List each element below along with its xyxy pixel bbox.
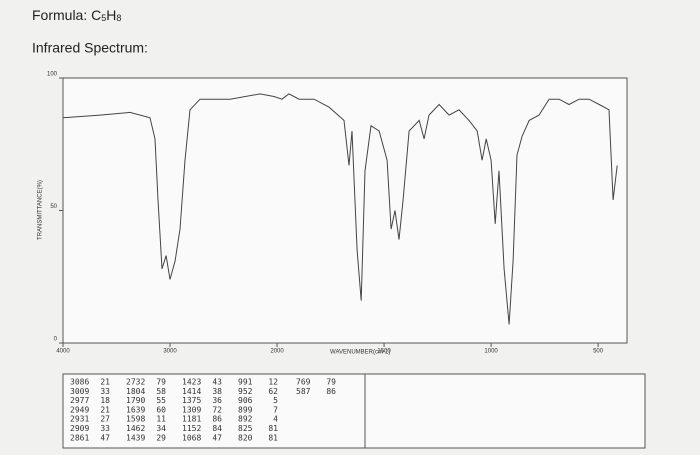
peak-wavenumber: 1414 [182, 387, 201, 396]
heading: Infrared Spectrum: [32, 40, 148, 56]
y-tick-label: 100 [47, 72, 58, 78]
peak-wavenumber: 899 [238, 405, 253, 414]
x-tick-label: 3000 [163, 349, 177, 355]
formula-part: H [106, 7, 116, 23]
peak-wavenumber: 820 [238, 433, 253, 442]
peak-wavenumber: 1804 [126, 387, 145, 396]
peak-transmittance: 47 [100, 433, 110, 442]
peak-transmittance: 60 [156, 405, 166, 414]
peak-wavenumber: 825 [238, 424, 253, 433]
peak-transmittance: 29 [156, 433, 166, 442]
peak-transmittance: 34 [156, 424, 166, 433]
peak-table-frame [364, 373, 646, 449]
formula-part: 5 [101, 13, 106, 23]
peak-transmittance: 72 [212, 405, 222, 414]
peak-transmittance: 79 [156, 378, 166, 387]
peak-transmittance: 36 [212, 396, 222, 405]
peak-wavenumber: 2909 [70, 424, 89, 433]
peak-transmittance: 7 [273, 405, 278, 414]
peak-wavenumber: 2732 [126, 378, 145, 387]
peak-wavenumber: 3086 [70, 378, 89, 387]
peak-wavenumber: 587 [296, 387, 311, 396]
peak-transmittance: 11 [156, 415, 166, 424]
peak-transmittance: 33 [100, 387, 110, 396]
peak-wavenumber: 769 [296, 378, 311, 387]
x-tick-label: 1000 [484, 349, 498, 355]
peak-wavenumber: 906 [238, 396, 253, 405]
peak-wavenumber: 1639 [126, 405, 145, 414]
y-axis-label: TRANSMITTANCE(%) [38, 180, 44, 240]
peak-transmittance: 4 [273, 415, 278, 424]
peak-wavenumber: 3009 [70, 387, 89, 396]
peak-transmittance: 38 [212, 387, 222, 396]
y-tick-label: 0 [54, 337, 58, 343]
peak-transmittance: 55 [156, 396, 166, 405]
peak-transmittance: 27 [100, 415, 110, 424]
peak-wavenumber: 1309 [182, 405, 201, 414]
peak-wavenumber: 1068 [182, 433, 201, 442]
peak-wavenumber: 1375 [182, 396, 201, 405]
peak-transmittance: 47 [212, 433, 222, 442]
peak-wavenumber: 2949 [70, 405, 89, 414]
peak-transmittance: 86 [326, 387, 336, 396]
x-axis-label: WAVENUMBER(cm-1) [330, 350, 390, 356]
peak-wavenumber: 1423 [182, 378, 201, 387]
peak-wavenumber: 991 [238, 378, 253, 387]
peak-wavenumber: 2931 [70, 415, 89, 424]
peak-transmittance: 81 [268, 424, 278, 433]
peak-transmittance: 21 [100, 378, 110, 387]
peak-wavenumber: 892 [238, 415, 253, 424]
plot-frame [62, 77, 628, 344]
spectrum-line [62, 93, 618, 325]
peak-table-frame [62, 373, 366, 449]
peak-transmittance: 81 [268, 433, 278, 442]
peak-transmittance: 21 [100, 405, 110, 414]
peak-wavenumber: 952 [238, 387, 253, 396]
peak-transmittance: 79 [326, 378, 336, 387]
peak-wavenumber: 1462 [126, 424, 145, 433]
peak-transmittance: 86 [212, 415, 222, 424]
y-tick-label: 50 [50, 204, 57, 210]
peak-wavenumber: 2977 [70, 396, 89, 405]
peak-transmittance: 18 [100, 396, 110, 405]
peak-wavenumber: 2861 [70, 433, 89, 442]
peak-transmittance: 33 [100, 424, 110, 433]
peak-wavenumber: 1152 [182, 424, 201, 433]
peak-wavenumber: 1439 [126, 433, 145, 442]
x-tick-label: 4000 [56, 349, 70, 355]
peak-transmittance: 62 [268, 387, 278, 396]
peak-transmittance: 5 [273, 396, 278, 405]
formula-label: Formula: [32, 7, 87, 23]
peak-transmittance: 58 [156, 387, 166, 396]
peak-wavenumber: 1790 [126, 396, 145, 405]
peak-transmittance: 43 [212, 378, 222, 387]
formula-part: 8 [116, 13, 121, 23]
peak-transmittance: 12 [268, 378, 278, 387]
peak-wavenumber: 1181 [182, 415, 201, 424]
x-tick-label: 2000 [270, 349, 284, 355]
x-tick-label: 500 [593, 349, 604, 355]
formula-part: C [91, 7, 101, 23]
peak-transmittance: 84 [212, 424, 222, 433]
formula: Formula: C5H8 [32, 7, 121, 24]
peak-wavenumber: 1598 [126, 415, 145, 424]
x-tick-label: 1500 [377, 349, 391, 355]
